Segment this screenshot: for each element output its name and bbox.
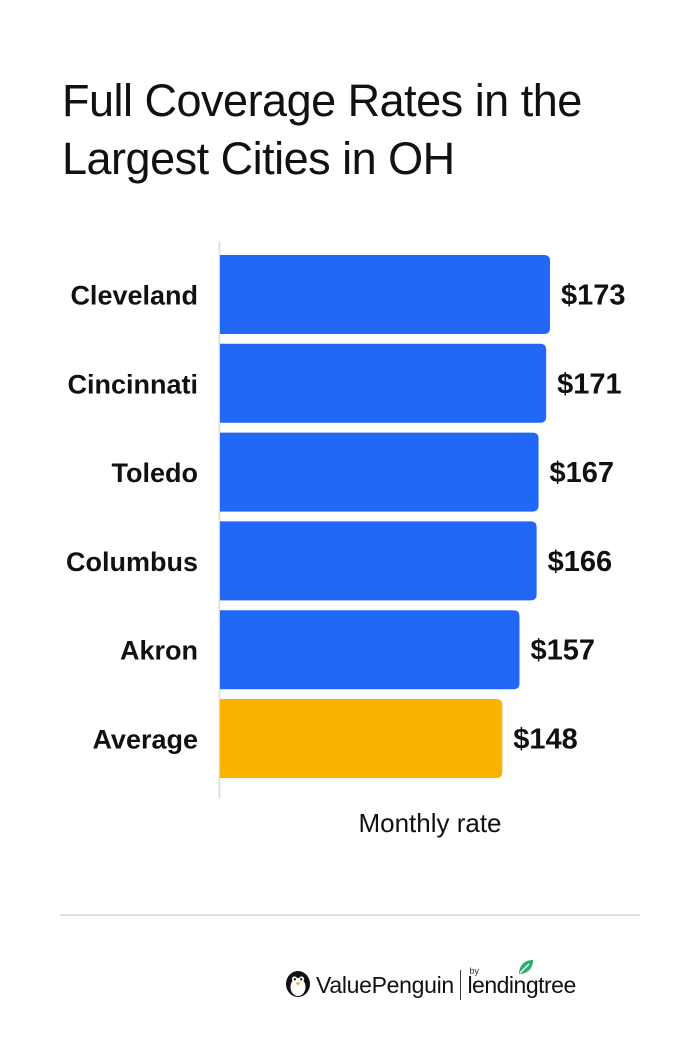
category-label: Cleveland [70, 281, 198, 311]
bar-toledo [220, 432, 539, 512]
logo-separator [459, 970, 462, 1000]
title-line-2: Largest Cities in OH [62, 133, 455, 184]
category-label: Cincinnati [67, 369, 198, 399]
bar-chart: Cleveland $173 Cincinnati $171 Toledo $167 Col… [66, 242, 626, 798]
value-label: $173 [561, 280, 626, 312]
bar-akron [220, 610, 520, 690]
footer-divider [60, 914, 640, 916]
category-label: Toledo [112, 458, 198, 488]
bars-layer: Cleveland $173 Cincinnati $171 Toledo $167 Col… [66, 255, 626, 778]
value-label: $167 [550, 457, 615, 489]
x-axis-label: Monthly rate [358, 808, 502, 838]
valuepenguin-text: ValuePenguin [316, 971, 454, 998]
bar-columbus [220, 521, 537, 601]
category-label: Average [92, 725, 198, 755]
by-text: by [469, 965, 479, 976]
value-label: $171 [557, 368, 622, 400]
category-label: Akron [120, 636, 198, 666]
footer-logos: ValuePenguin by lendingtree [284, 959, 576, 1010]
lendingtree-text: lendingtree [467, 971, 576, 998]
penguin-icon [284, 968, 312, 1003]
lendingtree-logo: by lendingtree [467, 959, 576, 999]
bar-cleveland [220, 255, 550, 334]
valuepenguin-logo: ValuePenguin [284, 968, 454, 1003]
category-label: Columbus [66, 547, 198, 577]
bar-average [220, 699, 503, 778]
title-line-1: Full Coverage Rates in the [62, 75, 582, 126]
chart-title: Full Coverage Rates in the Largest Citie… [62, 72, 662, 188]
value-label: $148 [513, 724, 578, 756]
bar-cincinnati [220, 343, 547, 423]
value-label: $157 [530, 635, 595, 667]
leaf-icon [517, 958, 535, 981]
value-label: $166 [548, 546, 613, 578]
